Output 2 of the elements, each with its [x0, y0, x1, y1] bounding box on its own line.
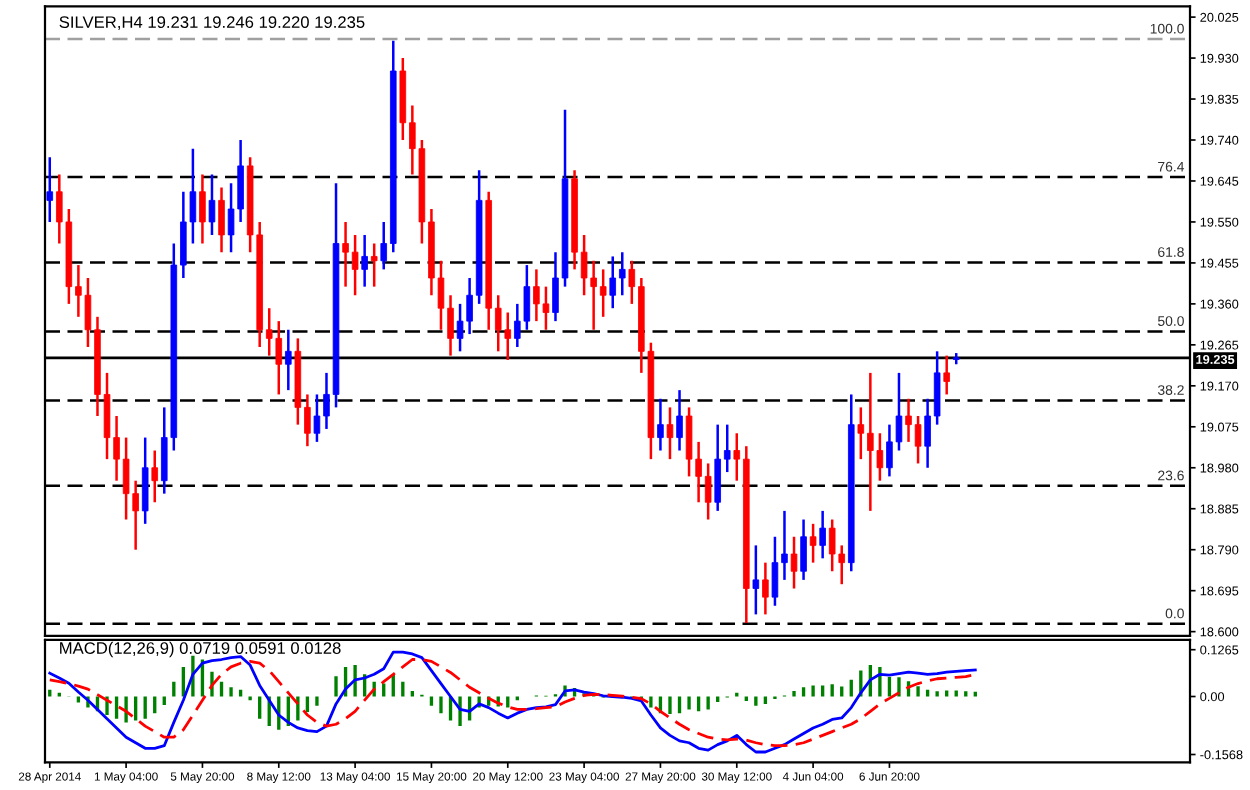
text: SILVER,H4 19.231 19.246 19.220 19.235	[59, 16, 365, 30]
chart-title: MACD(12,26,9) 0.0719 0.0591 0.0128	[60, 641, 341, 658]
